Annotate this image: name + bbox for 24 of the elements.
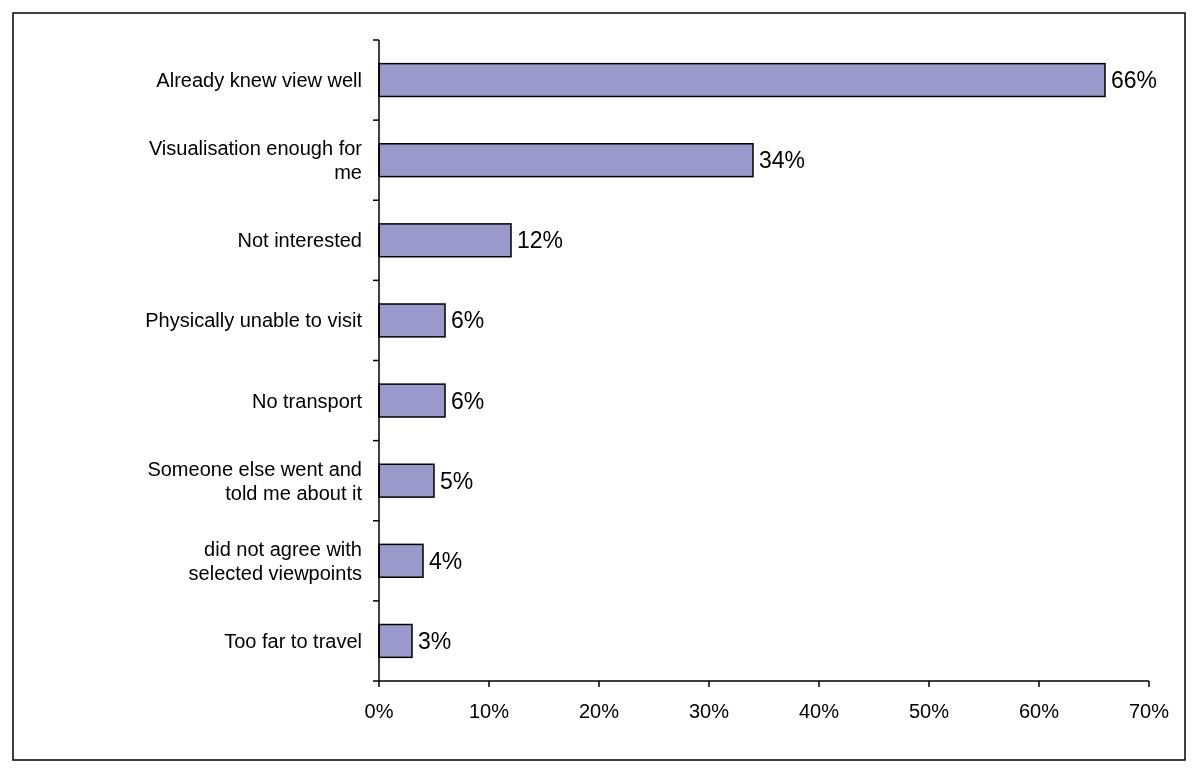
y-tick-label: No transport [251,389,363,412]
data-label: 5% [440,467,474,494]
y-tick-label: Too far to travel [224,629,362,652]
data-label: 12% [517,227,564,254]
x-tick-label: 40% [798,700,840,722]
x-tick-label: 10% [468,700,510,722]
data-label: 66% [1111,67,1158,94]
x-tick-label: 20% [578,700,620,722]
data-label: 4% [429,547,463,574]
y-tick-label: Visualisation enough for me [148,137,363,184]
x-tick-label: 70% [1128,700,1170,722]
data-label: 6% [451,307,485,334]
y-tick-label: Not interested [237,229,362,252]
data-label: 6% [451,387,485,414]
x-tick-label: 50% [908,700,950,722]
x-tick-label: 30% [688,700,730,722]
y-tick-label: did not agree with selected viewpoints [188,537,362,584]
data-label: 34% [759,147,806,174]
x-tick-label: 0% [364,700,394,722]
x-tick-label: 60% [1018,700,1060,722]
y-tick-label: Physically unable to visit [145,309,363,332]
data-label: 3% [418,627,452,654]
y-tick-label: Someone else went and told me about it [147,457,363,504]
y-tick-label: Already knew view well [156,69,362,92]
